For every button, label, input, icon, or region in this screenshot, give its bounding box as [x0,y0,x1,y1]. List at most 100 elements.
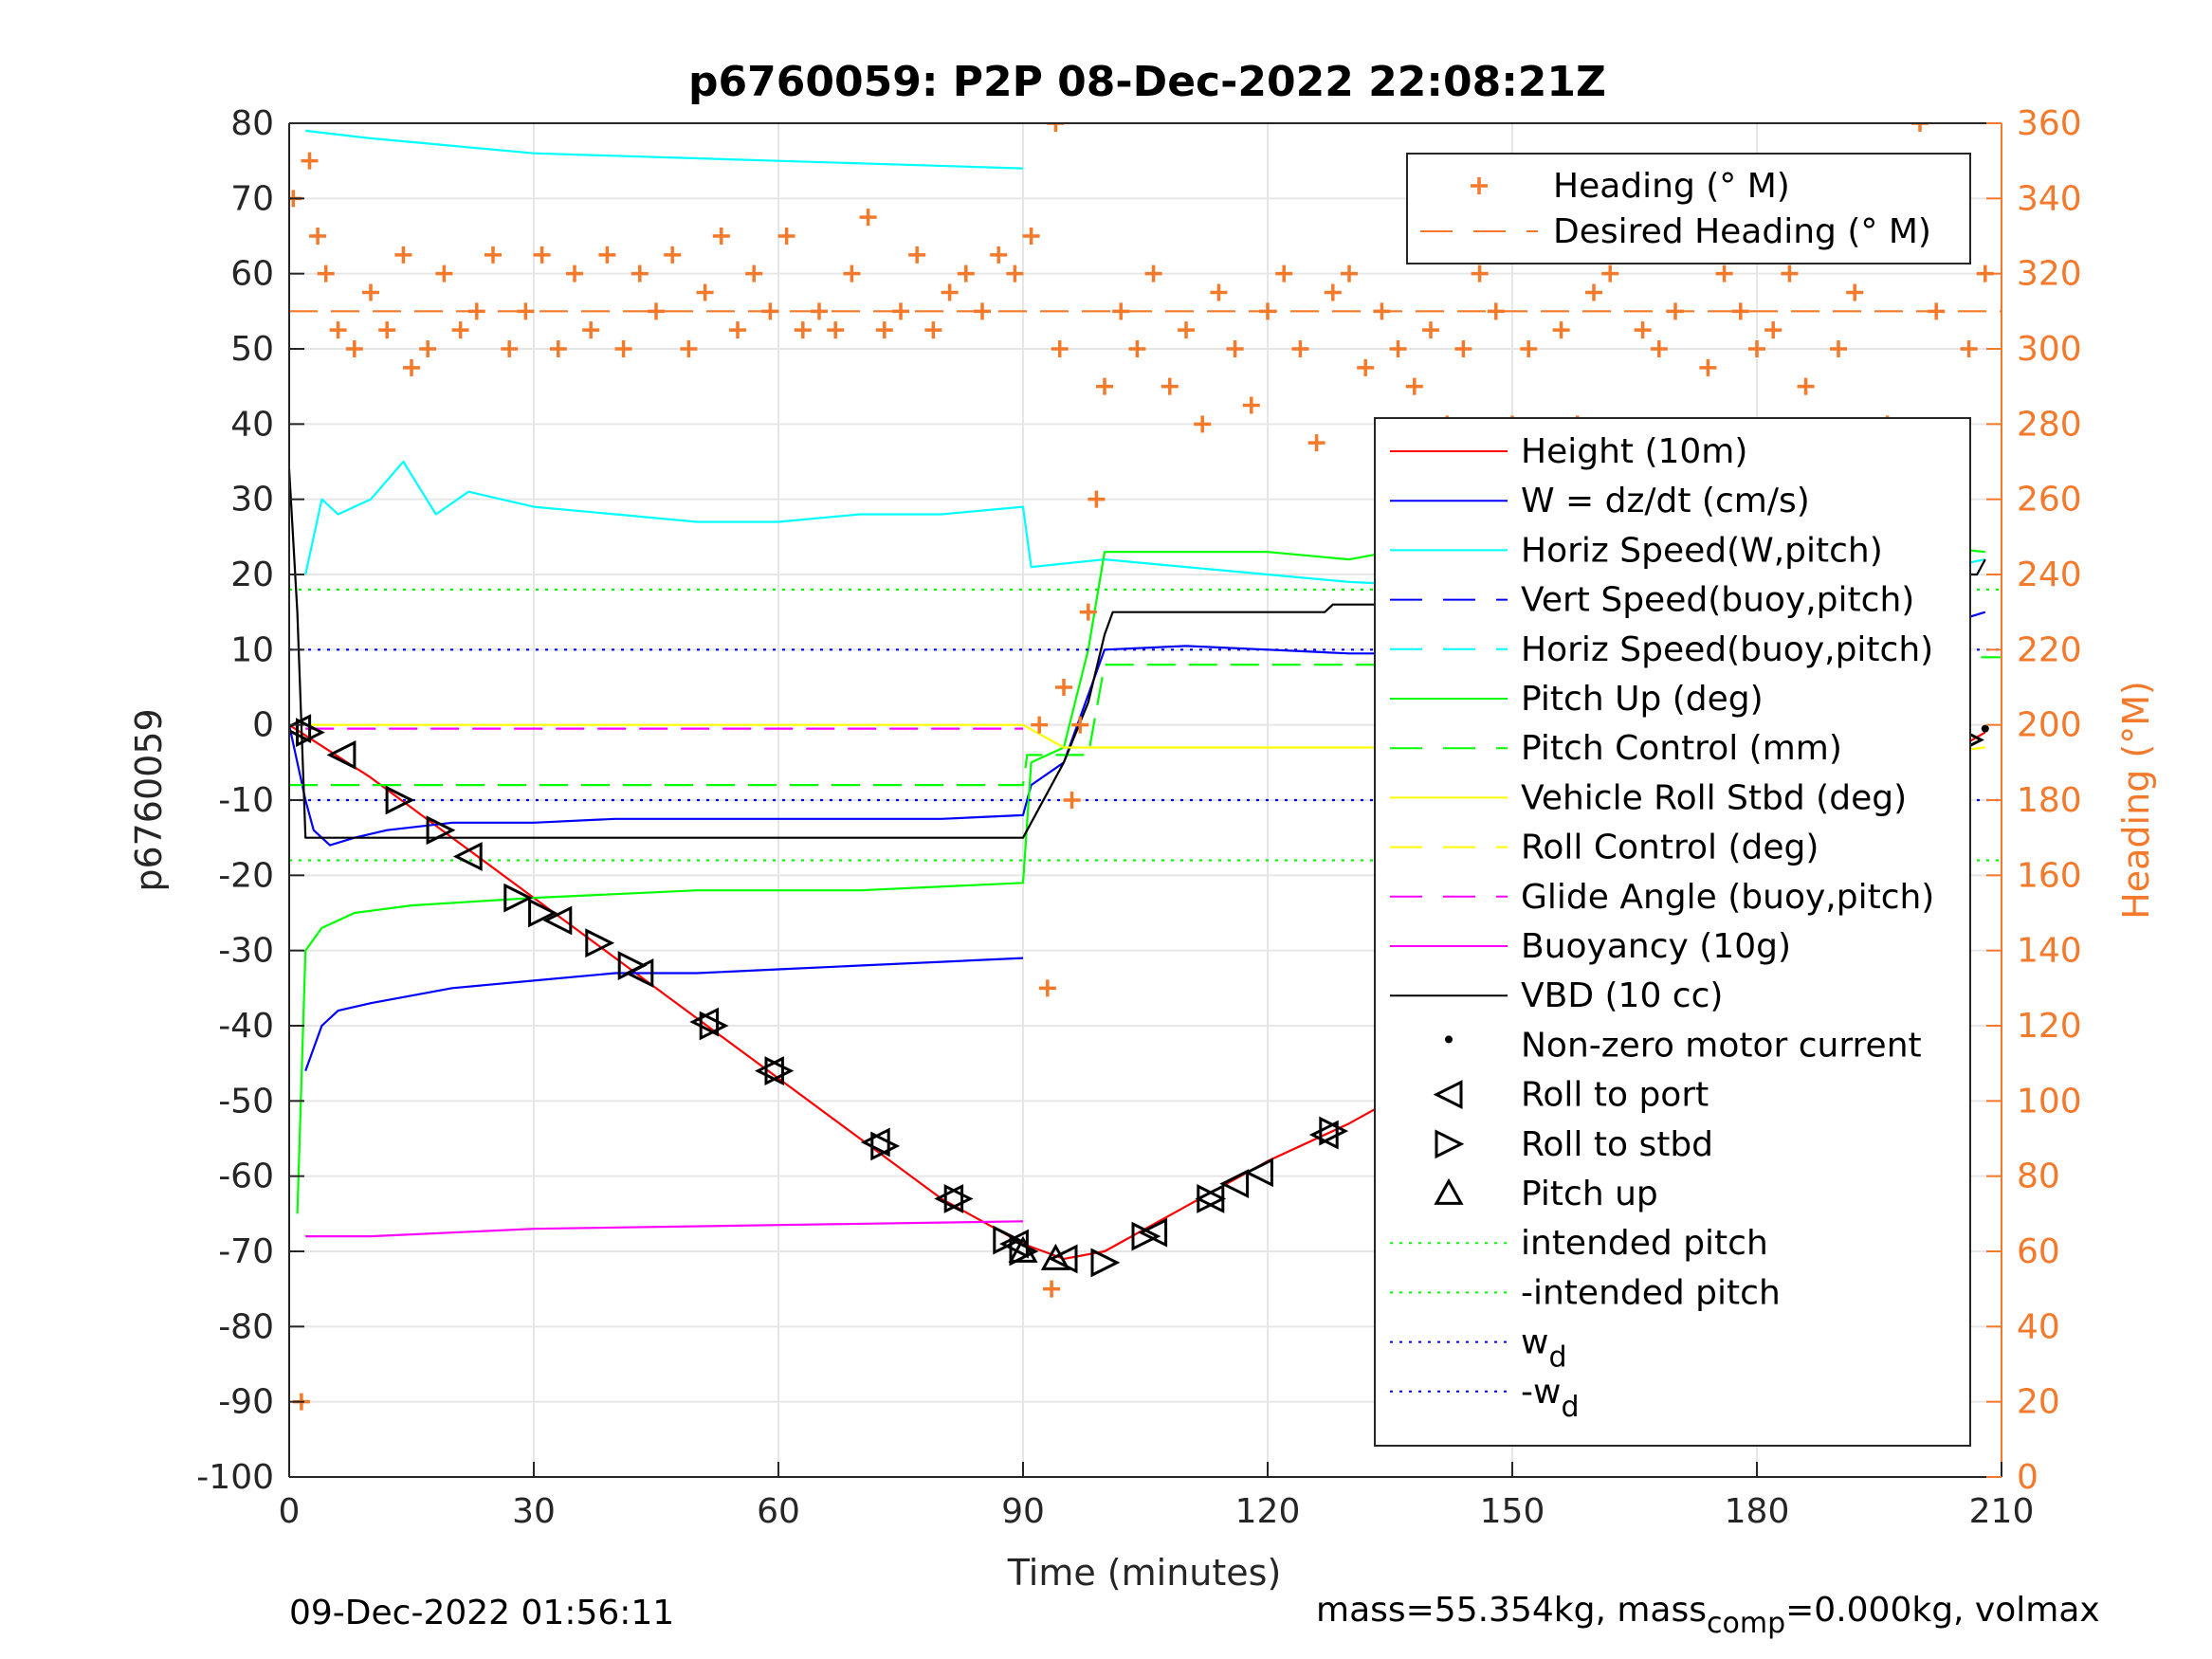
footer-mass: mass=55.354kg, masscomp=0.000kg, volmax [1316,1591,2100,1640]
roll-stbd-marker [1131,1221,1161,1251]
roll-port-marker [934,1184,964,1213]
heading-point [1006,264,1024,283]
heading-point [1291,340,1309,357]
y-tick-label-right: 120 [2017,1007,2082,1046]
heading-point [329,321,347,339]
heading-point [1043,1280,1061,1298]
legend-entry: Roll Control (deg) [1521,829,1819,867]
heading-point [467,302,485,320]
x-tick-label: 30 [512,1492,556,1531]
heading-point [680,340,698,357]
heading-point [990,246,1008,264]
roll-port-marker [1048,1244,1078,1274]
heading-point [1928,302,1946,320]
footer-timestamp: 09-Dec-2022 01:56:11 [289,1594,674,1632]
legend-entry: VBD (10 cc) [1521,976,1723,1015]
y-tick-label-right: 340 [2017,179,2082,218]
y-tick-label-right: 140 [2017,932,2082,971]
heading-point [614,340,632,357]
heading-point [1405,377,1423,395]
heading-point [1055,679,1072,696]
heading-point [1846,283,1864,301]
legend-entry: Glide Angle (buoy,pitch) [1521,878,1934,917]
legend-swatch [1434,1177,1464,1205]
roll-stbd-marker [943,1184,974,1213]
roll-stbd-marker [296,718,325,748]
y-tick-label-right: 0 [2017,1458,2038,1497]
roll-stbd-marker [870,1131,901,1161]
roll-port-marker [1244,1158,1273,1188]
heading-point [1715,264,1733,283]
legend-entry: Non-zero motor current [1521,1026,1922,1065]
heading-point [403,358,420,376]
y-tick-label-right: 300 [2017,330,2082,369]
roll-port-marker [326,739,356,770]
heading-point [908,246,926,264]
heading-point [484,246,502,264]
heading-point [533,246,551,264]
roll-port-marker [1219,1169,1250,1199]
y-tick-label-right: 40 [2017,1307,2060,1346]
y-tick-label-right: 180 [2017,781,2082,820]
legend-entry: intended pitch [1521,1224,1768,1263]
y-tick-label-left: 0 [252,706,274,745]
heading-point [974,302,991,320]
heading-point [378,321,396,339]
y-tick-label-left: -10 [218,781,274,820]
heading-point [1520,340,1538,357]
heading-point [648,302,665,320]
heading-point [1585,283,1602,301]
heading-point [1178,321,1195,339]
heading-point [301,152,319,170]
x-axis-label: Time (minutes) [1007,1552,1282,1594]
heading-point [1650,340,1668,357]
roll-port-marker [755,1056,784,1086]
y-tick-label-left: 10 [230,630,274,669]
roll-port-marker [542,905,573,936]
roll-stbd-marker [699,1011,729,1041]
heading-point [1634,321,1652,339]
heading-point [859,209,877,227]
heading-point [1226,340,1244,357]
heading-point [582,321,600,339]
y-tick-label-left: -30 [218,932,274,971]
heading-point [696,283,714,301]
heading-point [566,264,583,283]
roll-stbd-marker [528,898,558,928]
heading-point [1324,283,1342,301]
heading-point [827,321,845,339]
heading-point [1830,340,1847,357]
roll-stbd-marker [426,815,456,846]
heading-point [811,302,828,320]
heading-point [892,302,909,320]
y-tick-label-right: 220 [2017,630,2082,669]
heading-point [777,228,795,245]
legend-entry: Height (10m) [1521,432,1747,471]
series-w-dive-lower-branch [304,957,1024,1071]
legend-swatch [1471,177,1488,194]
heading-point [317,264,335,283]
heading-point [1259,302,1276,320]
heading-point [1242,396,1260,414]
pitch-up-marker [1040,1243,1070,1270]
x-tick-label: 150 [1480,1492,1545,1531]
legend-top-entry: Heading (° M) [1553,167,1790,206]
series-buoyancy-10g- [305,1220,1024,1238]
heading-point [1031,716,1049,734]
y-tick-label-right: 200 [2017,706,2082,745]
y-tick-label-left: -100 [196,1458,274,1497]
legend-entry: Pitch up [1521,1175,1658,1213]
heading-point [664,246,682,264]
legend-entry: W = dz/dt (cm/s) [1521,482,1810,520]
heading-point [1731,302,1749,320]
heading-point [1373,302,1391,320]
legend-entry: Vert Speed(buoy,pitch) [1521,581,1914,620]
legend-entry: Pitch Up (deg) [1521,680,1764,719]
x-tick-label: 60 [757,1492,800,1531]
heading-point [1911,123,1929,132]
y-tick-label-left: -20 [218,856,274,895]
roll-stbd-marker [503,883,534,913]
heading-point [1079,603,1097,621]
roll-stbd-marker [1009,1236,1039,1267]
y-tick-label-left: -90 [218,1383,274,1422]
